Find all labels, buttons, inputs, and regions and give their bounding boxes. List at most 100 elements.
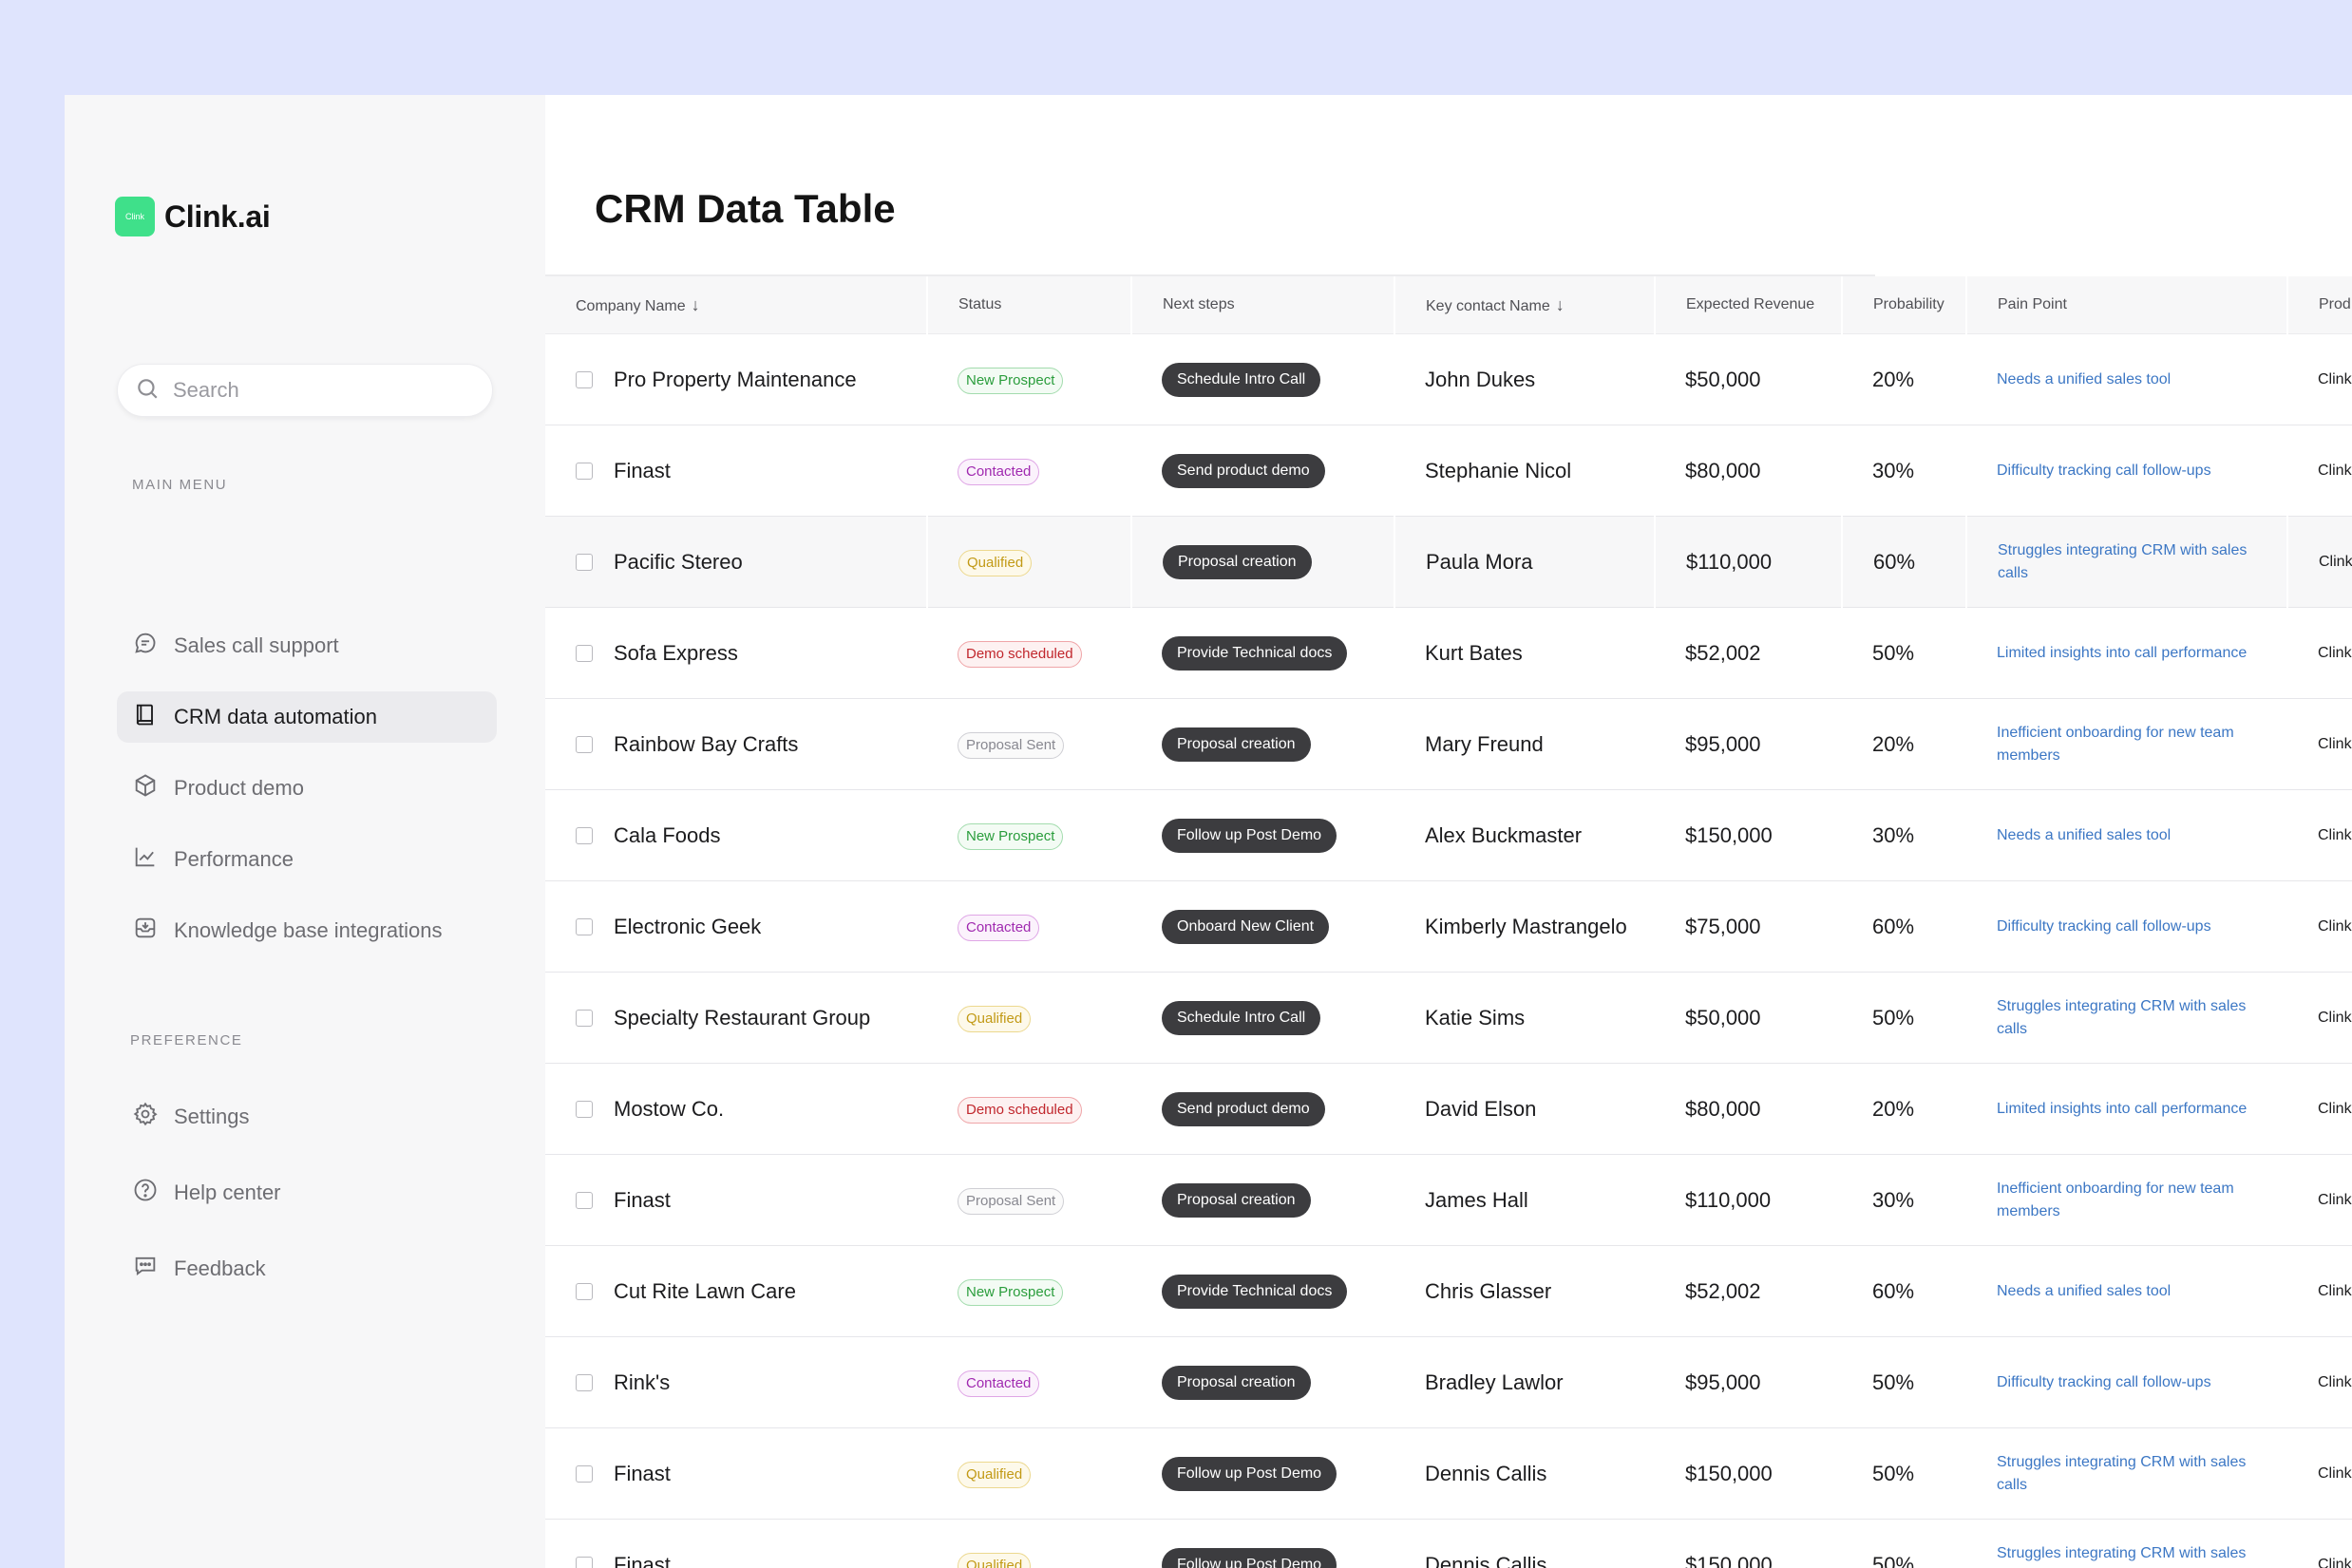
company-name: Specialty Restaurant Group (614, 1005, 871, 1030)
row-checkbox[interactable] (576, 917, 593, 935)
table-row[interactable]: Sofa Express Demo scheduled Provide Techni… (545, 607, 2352, 699)
cell-pain-point[interactable]: Difficulty tracking call follow-ups (1966, 880, 2287, 973)
cell-next-steps: Follow up Post Demo (1131, 1519, 1394, 1568)
cell-product: Clink (2287, 698, 2352, 790)
sidebar-item-performance[interactable]: Performance (117, 834, 497, 885)
next-step-pill[interactable]: Proposal creation (1162, 1182, 1311, 1218)
cell-pain-point[interactable]: Needs a unified sales tool (1966, 789, 2287, 881)
sidebar-item-crm-data-automation[interactable]: CRM data automation (117, 691, 497, 743)
column-header-key-contact-name[interactable]: Key contact Name ↓ (1394, 276, 1656, 334)
cell-pain-point[interactable]: Needs a unified sales tool (1966, 333, 2287, 425)
table-row[interactable]: Cut Rite Lawn Care New Prospect Provide Te… (545, 1245, 2352, 1337)
column-header-expected-revenue[interactable]: Expected Revenue (1655, 276, 1843, 334)
column-header-next-steps[interactable]: Next steps (1131, 276, 1395, 334)
table-row[interactable]: Pro Property Maintenance New Prospect Sche… (545, 333, 2352, 425)
cell-pain-point[interactable]: Struggles integrating CRM with sales cal… (1966, 516, 2288, 608)
row-checkbox[interactable] (576, 1282, 593, 1300)
row-checkbox[interactable] (576, 1009, 593, 1027)
cell-pain-point[interactable]: Struggles integrating CRM with sales cal… (1966, 972, 2287, 1064)
sidebar-item-settings[interactable]: Settings (117, 1091, 497, 1143)
cell-pain-point[interactable]: Limited insights into call performance (1966, 1063, 2287, 1155)
next-step-pill[interactable]: Send product demo (1162, 1091, 1325, 1126)
row-checkbox[interactable] (576, 462, 593, 480)
cell-revenue: $150,000 (1655, 789, 1842, 881)
next-step-pill[interactable]: Schedule Intro Call (1162, 362, 1321, 397)
cell-probability: 50% (1842, 1519, 1966, 1568)
cell-contact: Dennis Callis (1394, 1519, 1655, 1568)
sidebar-item-knowledge-base-integrations[interactable]: Knowledge base integrations (117, 905, 497, 956)
cell-product: Clink (2287, 425, 2352, 517)
table-row[interactable]: Rink's Contacted Proposal creation Bradley … (545, 1336, 2352, 1428)
next-step-pill[interactable]: Proposal creation (1163, 544, 1312, 579)
sidebar-item-feedback[interactable]: Feedback (117, 1243, 497, 1294)
cell-contact: Mary Freund (1394, 698, 1655, 790)
cell-probability: 50% (1842, 1336, 1966, 1428)
cell-status: Contacted (927, 425, 1131, 517)
table-row[interactable]: Finast Qualified Follow up Post Demo Dennis… (545, 1519, 2352, 1568)
table-row[interactable]: Finast Contacted Send product demo Stephani… (545, 425, 2352, 517)
cell-company: Sofa Express (545, 607, 927, 699)
column-header-status[interactable]: Status (927, 276, 1132, 334)
column-header-probability[interactable]: Probability (1842, 276, 1967, 334)
cell-next-steps: Schedule Intro Call (1131, 972, 1394, 1064)
next-step-pill[interactable]: Follow up Post Demo (1162, 818, 1337, 853)
next-step-pill[interactable]: Proposal creation (1162, 1365, 1311, 1400)
cell-product: Clink (2287, 607, 2352, 699)
cell-pain-point[interactable]: Limited insights into call performance (1966, 607, 2287, 699)
row-checkbox[interactable] (576, 826, 593, 844)
cell-pain-point[interactable]: Struggles integrating CRM with sales cal… (1966, 1427, 2287, 1520)
sidebar-item-help-center[interactable]: Help center (117, 1167, 497, 1219)
table-row[interactable]: Specialty Restaurant Group Qualified Sched… (545, 972, 2352, 1064)
column-header-company-name[interactable]: Company Name ↓ (545, 276, 928, 334)
company-name: Pacific Stereo (614, 549, 743, 574)
column-header-product[interactable]: Prod (2287, 276, 2352, 334)
sort-down-arrow-icon[interactable]: ↓ (691, 294, 700, 314)
table-row[interactable]: Mostow Co. Demo scheduled Send product dem… (545, 1063, 2352, 1155)
next-step-pill[interactable]: Schedule Intro Call (1162, 1000, 1321, 1035)
row-checkbox[interactable] (576, 1100, 593, 1118)
cell-pain-point[interactable]: Inefficient onboarding for new team memb… (1966, 698, 2287, 790)
preference-label: PREFERENCE (130, 1032, 243, 1048)
cell-pain-point[interactable]: Difficulty tracking call follow-ups (1966, 425, 2287, 517)
column-header-pain-point[interactable]: Pain Point (1966, 276, 2288, 334)
cell-pain-point[interactable]: Inefficient onboarding for new team memb… (1966, 1154, 2287, 1246)
cell-revenue: $95,000 (1655, 698, 1842, 790)
row-checkbox[interactable] (576, 735, 593, 753)
row-checkbox[interactable] (576, 644, 593, 662)
row-checkbox[interactable] (576, 1373, 593, 1391)
row-checkbox[interactable] (576, 1191, 593, 1209)
cell-contact: Bradley Lawlor (1394, 1336, 1655, 1428)
next-step-pill[interactable]: Follow up Post Demo (1162, 1547, 1337, 1568)
next-step-pill[interactable]: Provide Technical docs (1162, 1274, 1348, 1309)
brand-logo[interactable]: Clink Clink.ai (115, 197, 271, 236)
next-step-pill[interactable]: Proposal creation (1162, 727, 1311, 762)
next-step-pill[interactable]: Follow up Post Demo (1162, 1456, 1337, 1491)
next-step-pill[interactable]: Send product demo (1162, 453, 1325, 488)
table-row[interactable]: Finast Qualified Follow up Post Demo Dennis… (545, 1427, 2352, 1520)
table-row[interactable]: Cala Foods New Prospect Follow up Post Dem… (545, 789, 2352, 881)
row-checkbox[interactable] (576, 1464, 593, 1483)
cell-probability: 60% (1842, 880, 1966, 973)
search-input[interactable] (171, 377, 479, 404)
table-row[interactable]: Electronic Geek Contacted Onboard New Clie… (545, 880, 2352, 973)
cell-probability: 20% (1842, 1063, 1966, 1155)
cell-contact: James Hall (1394, 1154, 1655, 1246)
table-row[interactable]: Pacific Stereo Qualified Proposal creation… (545, 516, 2352, 608)
next-step-pill[interactable]: Provide Technical docs (1162, 635, 1348, 671)
search-box[interactable] (117, 364, 493, 417)
table-row[interactable]: Rainbow Bay Crafts Proposal Sent Proposal … (545, 698, 2352, 790)
sidebar-item-product-demo[interactable]: Product demo (117, 763, 497, 814)
cell-product: Clink (2287, 333, 2352, 425)
sidebar-item-sales-call-support[interactable]: Sales call support (117, 620, 497, 671)
cell-pain-point[interactable]: Difficulty tracking call follow-ups (1966, 1336, 2287, 1428)
cell-pain-point[interactable]: Needs a unified sales tool (1966, 1245, 2287, 1337)
sort-down-arrow-icon[interactable]: ↓ (1555, 294, 1565, 314)
row-checkbox[interactable] (576, 1556, 593, 1568)
next-step-pill[interactable]: Onboard New Client (1162, 909, 1330, 944)
row-checkbox[interactable] (576, 553, 593, 571)
row-checkbox[interactable] (576, 370, 593, 388)
cell-status: Contacted (927, 880, 1131, 973)
cell-next-steps: Follow up Post Demo (1131, 789, 1394, 881)
table-row[interactable]: Finast Proposal Sent Proposal creation Jame… (545, 1154, 2352, 1246)
cell-pain-point[interactable]: Struggles integrating CRM with sales cal… (1966, 1519, 2287, 1568)
